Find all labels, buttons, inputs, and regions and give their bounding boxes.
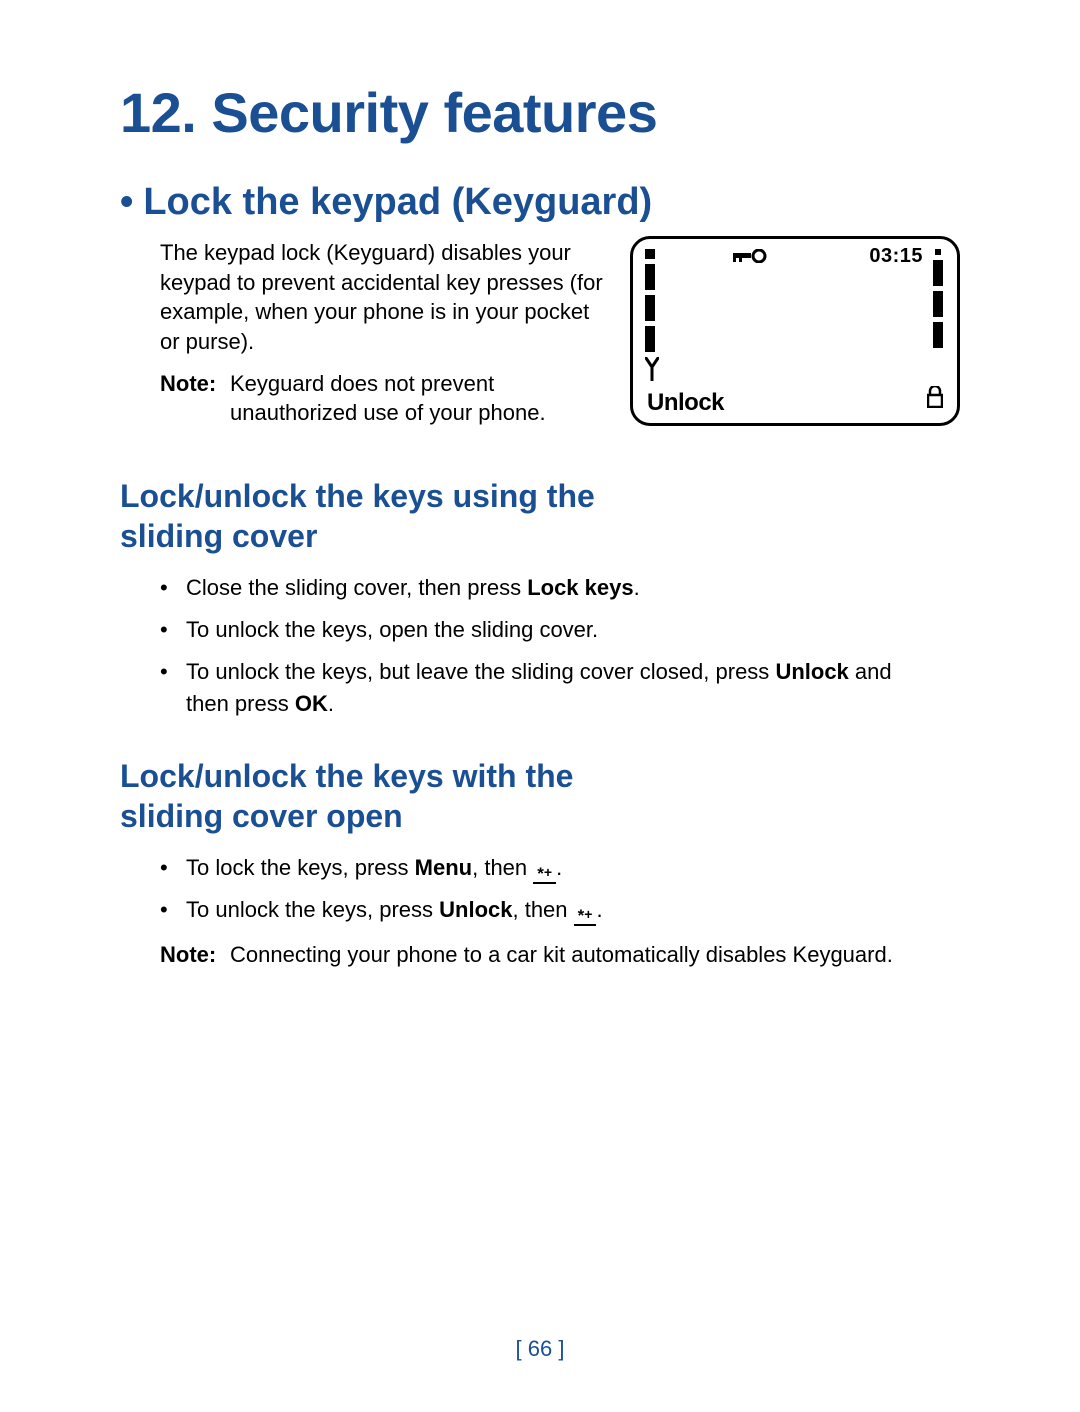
list-item: To unlock the keys, press Unlock, then *… [160, 894, 940, 926]
note-label: Note: [160, 369, 230, 428]
subsection-cover-open-title: Lock/unlock the keys with the sliding co… [120, 756, 680, 836]
list-item: To unlock the keys, open the sliding cov… [160, 614, 940, 646]
signal-bars [645, 249, 659, 381]
antenna-icon [645, 357, 659, 381]
star-key-icon: *+ [533, 865, 556, 884]
star-key-icon: *+ [574, 907, 597, 926]
sliding-cover-list: Close the sliding cover, then press Lock… [160, 572, 940, 720]
phone-screen-illustration: 03:15 Unlock [630, 236, 960, 426]
note-keyguard: Note: Keyguard does not prevent unauthor… [160, 369, 610, 428]
subsection-sliding-cover-title: Lock/unlock the keys using the sliding c… [120, 476, 680, 556]
section-keyguard-title-text: Lock the keypad (Keyguard) [143, 181, 652, 223]
battery-bars [933, 249, 945, 353]
lock-icon [927, 386, 943, 413]
note-text: Connecting your phone to a car kit autom… [230, 940, 940, 970]
note-text: Keyguard does not prevent unauthorized u… [230, 369, 610, 428]
note-label: Note: [160, 940, 230, 970]
section-keyguard-title: •Lock the keypad (Keyguard) [120, 181, 960, 224]
list-item: To unlock the keys, but leave the slidin… [160, 656, 940, 720]
intro-row: The keypad lock (Keyguard) disables your… [120, 232, 960, 440]
list-item: To lock the keys, press Menu, then *+. [160, 852, 940, 884]
list-item: Close the sliding cover, then press Lock… [160, 572, 940, 604]
key-icon [733, 249, 761, 263]
bullet-dot: • [120, 181, 133, 223]
keyguard-intro: The keypad lock (Keyguard) disables your… [160, 238, 610, 357]
chapter-title: 12. Security features [120, 80, 960, 145]
document-page: 12. Security features •Lock the keypad (… [0, 0, 1080, 1412]
page-number: [ 66 ] [0, 1336, 1080, 1362]
clock-time: 03:15 [869, 245, 923, 268]
intro-text-column: The keypad lock (Keyguard) disables your… [120, 232, 610, 440]
cover-open-list: To lock the keys, press Menu, then *+. T… [160, 852, 940, 926]
softkey-unlock-label: Unlock [647, 389, 724, 417]
note-carkit: Note: Connecting your phone to a car kit… [160, 940, 940, 970]
